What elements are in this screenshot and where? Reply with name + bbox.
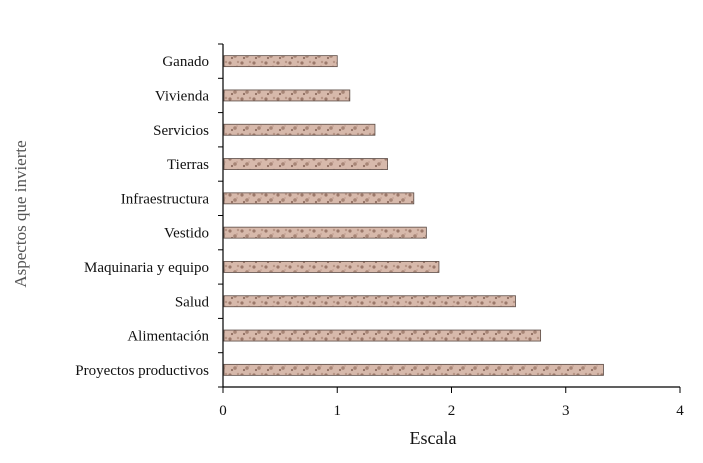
bar-4 xyxy=(223,192,415,205)
bar-1 xyxy=(223,89,351,102)
bar-6 xyxy=(223,261,440,273)
bar-8 xyxy=(223,329,542,342)
bar-2 xyxy=(223,123,376,136)
category-labels: Ganado Vivienda Servicios Tierras Infraestru… xyxy=(75,54,209,379)
x-tick-label-1: 1 xyxy=(334,403,342,419)
y-axis-title: Aspectos que invierte xyxy=(11,140,30,287)
bar-5 xyxy=(223,226,427,239)
category-label-6: Maquinaria y equipo xyxy=(84,260,209,276)
x-tick-label-0: 0 xyxy=(219,403,227,419)
x-tick-label-2: 2 xyxy=(448,403,456,419)
category-label-2: Servicios xyxy=(153,123,209,139)
category-label-9: Proyectos productivos xyxy=(75,363,209,379)
bar-7 xyxy=(223,295,516,308)
x-tick-label-4: 4 xyxy=(676,403,684,419)
category-label-7: Salud xyxy=(175,294,210,310)
category-label-4: Infraestructura xyxy=(121,191,210,207)
category-label-0: Ganado xyxy=(162,54,209,70)
bar-9 xyxy=(223,363,604,376)
category-label-3: Tierras xyxy=(167,157,209,173)
bar-0 xyxy=(223,55,338,68)
x-ticks: 0 1 2 3 4 xyxy=(218,43,684,419)
bar-3 xyxy=(223,158,388,170)
x-tick-label-3: 3 xyxy=(562,403,570,419)
x-axis-title: Escala xyxy=(410,428,457,448)
category-label-1: Vivienda xyxy=(155,88,209,104)
category-label-8: Alimentación xyxy=(127,329,209,345)
bars xyxy=(223,55,604,376)
category-label-5: Vestido xyxy=(164,226,209,242)
